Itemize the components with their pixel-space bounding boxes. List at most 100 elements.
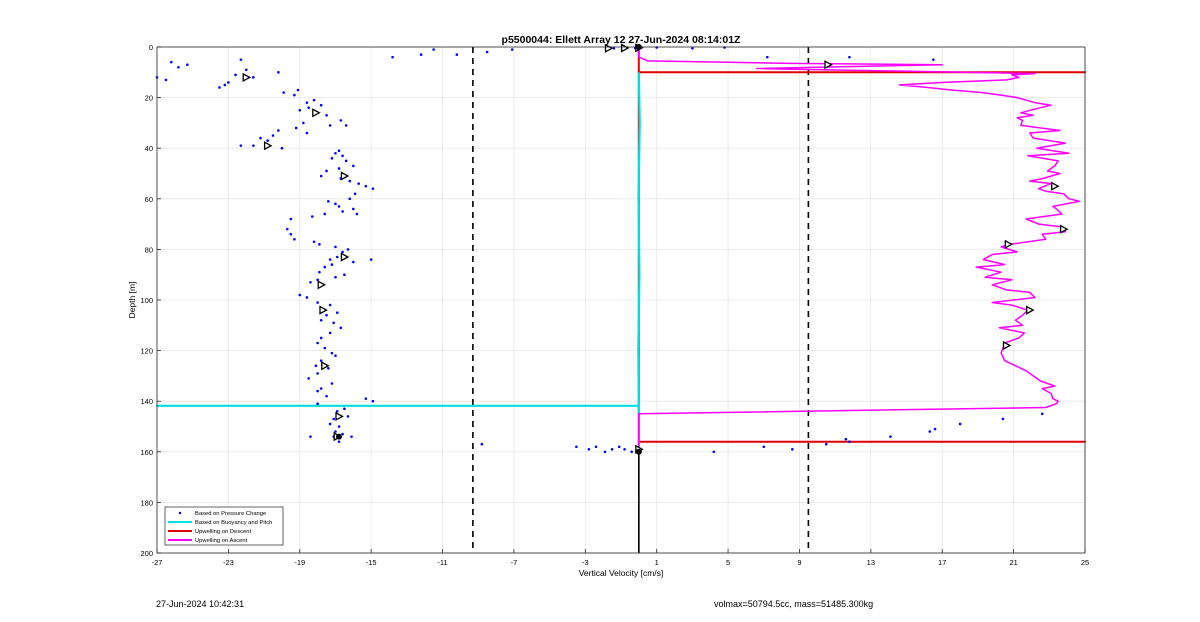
- data-point: [766, 55, 769, 59]
- data-point: [335, 410, 339, 413]
- triangle-marker: [317, 280, 327, 290]
- data-point: [334, 202, 337, 206]
- data-point: [352, 164, 355, 168]
- x-tick-label: -15: [366, 558, 377, 567]
- data-point: [928, 430, 932, 433]
- triangle-marker: [340, 171, 350, 181]
- data-point: [330, 263, 334, 266]
- data-point: [316, 402, 319, 406]
- data-point: [344, 159, 348, 163]
- data-point: [177, 65, 180, 69]
- data-point: [455, 53, 459, 56]
- data-point: [341, 250, 344, 254]
- data-point: [712, 450, 716, 454]
- data-point: [337, 167, 341, 170]
- data-point: [355, 212, 359, 216]
- data-point: [305, 296, 309, 299]
- y-tick-label: 0: [149, 43, 153, 52]
- data-point: [371, 187, 375, 190]
- data-point: [334, 275, 337, 279]
- y-tick-label: 40: [145, 144, 153, 153]
- data-point: [328, 258, 332, 261]
- y-tick-label: 140: [140, 397, 153, 406]
- triangle-marker: [1026, 305, 1035, 315]
- data-point: [337, 425, 341, 428]
- data-point: [391, 55, 394, 59]
- data-point: [603, 450, 607, 454]
- x-tick-label: 17: [938, 558, 946, 567]
- data-point: [316, 278, 319, 282]
- x-axis-label: Vertical Velocity [cm/s]: [579, 568, 664, 578]
- data-point: [169, 60, 173, 64]
- data-point: [612, 46, 616, 50]
- data-point: [348, 197, 352, 201]
- data-point: [723, 46, 726, 49]
- data-point: [848, 440, 851, 443]
- data-point: [239, 144, 243, 147]
- data-point: [691, 46, 694, 50]
- x-tick-label: -23: [223, 558, 234, 567]
- data-point: [762, 445, 766, 449]
- data-point: [325, 169, 328, 173]
- series-line-1: [155, 72, 641, 450]
- data-point: [285, 227, 289, 231]
- data-point: [293, 237, 296, 241]
- data-point: [302, 121, 305, 125]
- position-marker: [336, 433, 343, 440]
- data-point: [325, 313, 328, 317]
- data-point: [316, 389, 319, 393]
- data-point: [352, 260, 355, 264]
- triangle-marker: [335, 411, 344, 421]
- data-point: [655, 46, 658, 49]
- data-point: [328, 303, 332, 307]
- data-point: [353, 192, 357, 196]
- data-point: [335, 255, 339, 259]
- data-point: [510, 48, 514, 51]
- y-tick-label: 180: [140, 498, 153, 507]
- data-point: [346, 248, 350, 251]
- data-point: [334, 430, 337, 433]
- data-point: [259, 136, 262, 140]
- x-tick-label: -27: [152, 558, 163, 567]
- x-tick-label: 21: [1009, 558, 1017, 567]
- legend-swatch: [178, 511, 182, 515]
- data-point: [352, 207, 355, 211]
- triangle-marker: [1059, 224, 1069, 234]
- x-tick-label: 13: [867, 558, 875, 567]
- data-point: [289, 232, 293, 236]
- y-tick-label: 160: [140, 448, 153, 457]
- y-tick-label: 20: [145, 94, 153, 103]
- data-point: [848, 55, 851, 59]
- x-tick-label: 1: [655, 558, 659, 567]
- data-point: [334, 151, 337, 155]
- data-point: [307, 377, 310, 380]
- data-point: [337, 149, 341, 153]
- data-point: [319, 387, 323, 390]
- x-tick-label: -11: [437, 558, 447, 567]
- data-point: [323, 346, 327, 350]
- legend-label: Upwelling on Descent: [195, 529, 251, 535]
- data-point: [316, 372, 319, 375]
- data-point: [318, 270, 321, 274]
- data-point: [623, 447, 626, 451]
- triangle-marker: [824, 60, 833, 70]
- data-point: [357, 182, 360, 185]
- triangle-marker: [312, 108, 321, 118]
- data-point: [1001, 417, 1005, 421]
- data-point: [369, 258, 373, 261]
- data-point: [305, 101, 309, 104]
- grid-lines: [156, 46, 1086, 554]
- data-point: [289, 217, 293, 221]
- data-point: [234, 73, 237, 77]
- data-point: [298, 108, 302, 112]
- data-point: [617, 445, 621, 449]
- data-point: [282, 91, 286, 94]
- y-tick-label: 200: [140, 549, 153, 558]
- data-point: [252, 144, 255, 147]
- data-point: [328, 422, 332, 426]
- series-line-2: [637, 47, 1086, 450]
- y-tick-label: 100: [140, 296, 153, 305]
- data-point: [309, 435, 312, 438]
- legend-label: Based on Buoyancy and Pitch: [195, 520, 272, 526]
- data-point: [350, 435, 353, 438]
